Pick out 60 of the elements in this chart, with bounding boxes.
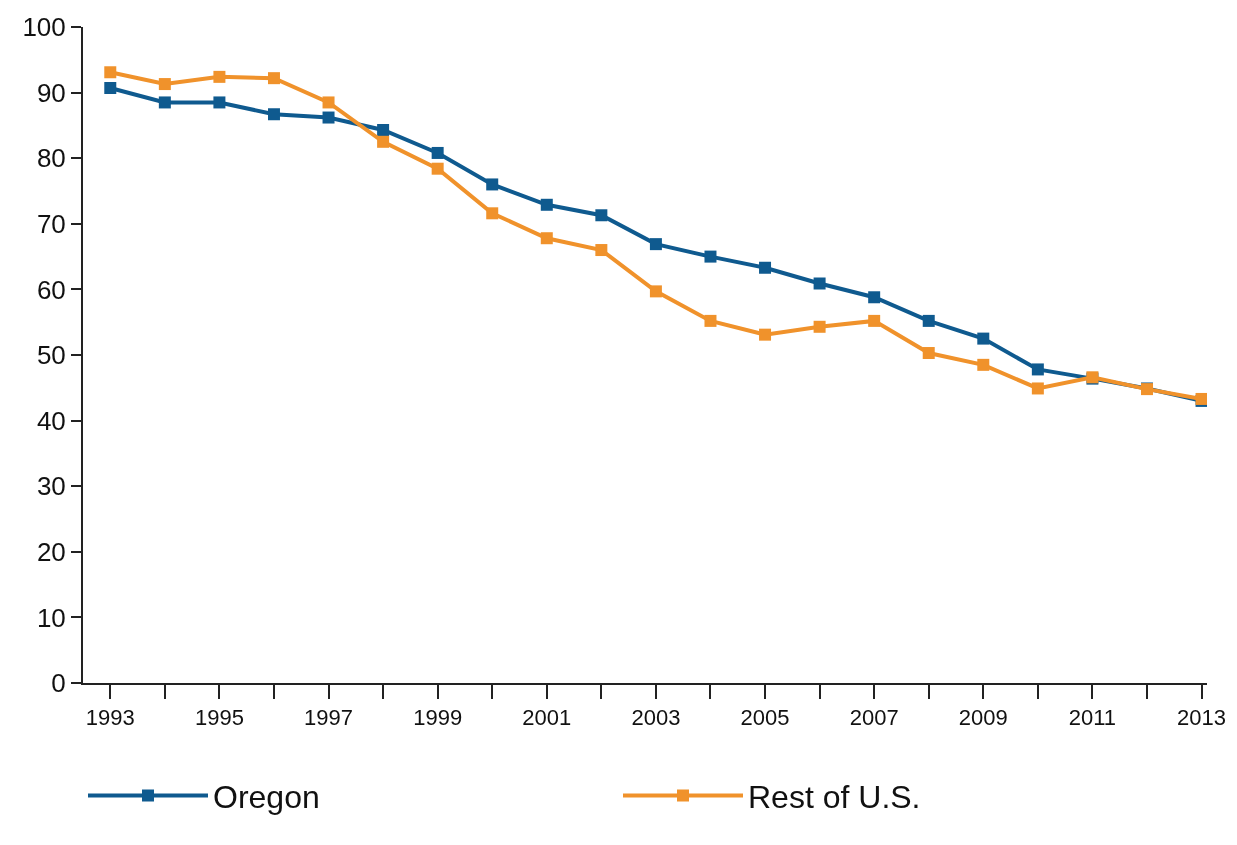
y-tick-label: 60	[36, 274, 66, 305]
x-tick-label: 2003	[631, 705, 681, 731]
point	[922, 314, 935, 327]
point	[486, 178, 499, 191]
y-tick-label: 10	[36, 602, 66, 633]
y-tick-label: 50	[36, 340, 66, 371]
x-tick-label: 2005	[740, 705, 790, 731]
point	[813, 277, 826, 290]
point	[540, 198, 553, 211]
point	[431, 146, 444, 159]
point	[649, 238, 662, 251]
x-tick-label: 2007	[849, 705, 899, 731]
x-tick-label: 1993	[85, 705, 135, 731]
point	[431, 162, 444, 175]
point	[486, 207, 499, 220]
legend-label: Rest of U.S.	[748, 779, 921, 816]
point	[868, 314, 881, 327]
x-tick-label: 1995	[194, 705, 244, 731]
point	[595, 244, 608, 257]
point	[649, 285, 662, 298]
x-tick-label: 2013	[1177, 705, 1227, 731]
point	[267, 108, 280, 121]
y-tick-label: 80	[36, 143, 66, 174]
point	[377, 135, 390, 148]
x-tick-label: 1997	[304, 705, 354, 731]
y-tick-label: 70	[36, 208, 66, 239]
point	[813, 320, 826, 333]
legend-label: Oregon	[213, 779, 320, 816]
point	[977, 332, 990, 345]
point	[540, 232, 553, 245]
point	[213, 70, 226, 83]
y-tick-label: 100	[22, 12, 66, 43]
x-tick-label: 2009	[958, 705, 1008, 731]
y-tick-label: 40	[36, 405, 66, 436]
x-tick-label: 2001	[522, 705, 572, 731]
point	[267, 72, 280, 85]
point	[104, 82, 117, 95]
point	[322, 96, 335, 109]
point	[595, 209, 608, 222]
x-tick-label: 2011	[1068, 705, 1117, 731]
point	[704, 314, 717, 327]
point	[322, 111, 335, 124]
y-tick-label: 90	[36, 77, 66, 108]
y-tick-label: 30	[36, 471, 66, 502]
point	[104, 66, 117, 79]
point	[213, 96, 226, 109]
point	[1031, 363, 1044, 376]
point	[759, 261, 772, 274]
point	[1031, 382, 1044, 395]
x-tick-label: 1999	[413, 705, 463, 731]
point	[158, 78, 171, 91]
point	[158, 96, 171, 109]
y-tick-label: 20	[36, 536, 66, 567]
point	[704, 250, 717, 263]
y-tick-label: 0	[51, 668, 66, 699]
point	[977, 358, 990, 371]
point	[759, 328, 772, 341]
point	[868, 291, 881, 304]
point	[922, 347, 935, 360]
point	[377, 123, 390, 136]
